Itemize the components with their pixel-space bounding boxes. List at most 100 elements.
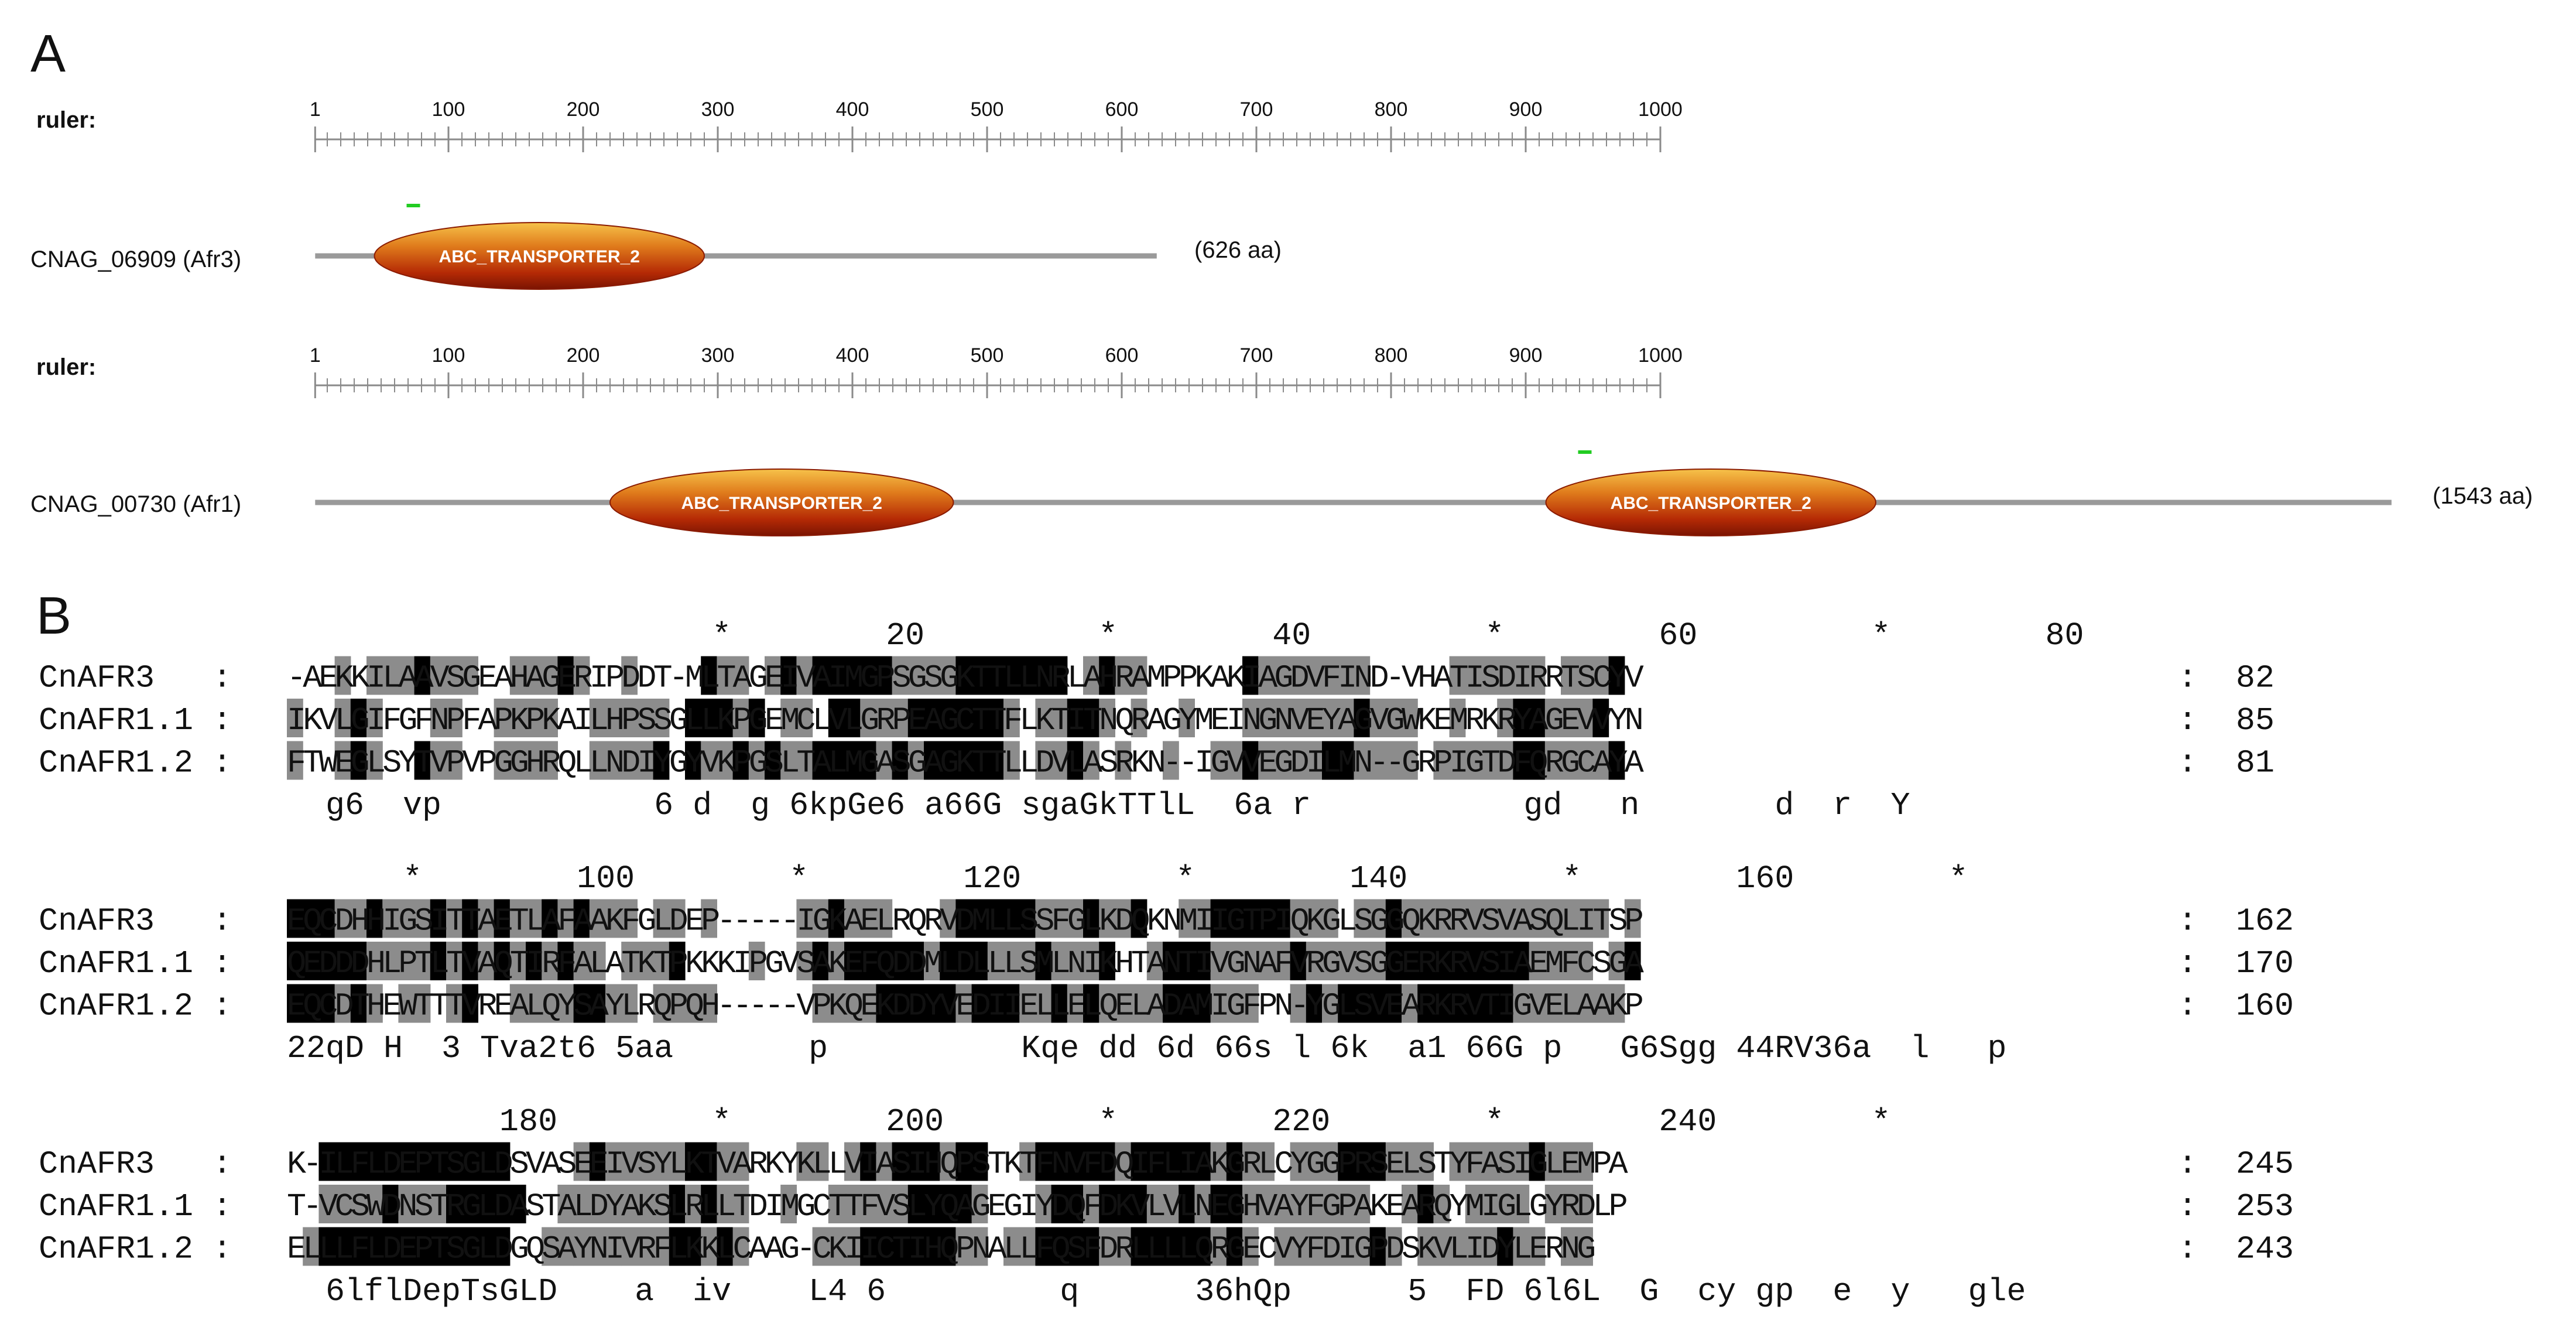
residue: Y xyxy=(1609,745,1628,782)
alignment-row: CnAFR1.1 : QEDDDHLPTLTVAQTIRFALATKTPKKKIP… xyxy=(39,942,2294,982)
residue: A xyxy=(1147,702,1166,739)
conservation-shade xyxy=(1417,899,1434,938)
conservation-shade xyxy=(350,741,367,780)
residue: I xyxy=(1306,745,1325,782)
residue: E xyxy=(335,745,354,782)
conservation-shade xyxy=(1577,656,1593,695)
residue: L xyxy=(988,945,1007,982)
conservation-shade xyxy=(907,699,924,737)
domain-label: ABC_TRANSPORTER_2 xyxy=(1611,494,1811,513)
residue: T xyxy=(446,945,465,982)
residue: S xyxy=(1354,945,1373,982)
residue: G xyxy=(749,660,768,697)
residue: M xyxy=(844,660,864,697)
residue: E xyxy=(494,903,513,940)
conservation-shade xyxy=(653,741,670,780)
conservation-shade xyxy=(334,984,351,1023)
residue: G xyxy=(1370,945,1389,982)
residue: M xyxy=(685,660,704,697)
residue: Q xyxy=(303,903,322,940)
residue: I xyxy=(1338,660,1357,697)
residue: I xyxy=(637,745,656,782)
conservation-shade xyxy=(1354,984,1371,1023)
conservation-shade xyxy=(366,899,383,938)
residue: K xyxy=(955,660,975,697)
conservation-shade xyxy=(1449,984,1466,1023)
conservation-shade xyxy=(940,1142,956,1181)
residue: I xyxy=(908,1146,927,1183)
conservation-shade xyxy=(366,942,383,980)
conservation-shade xyxy=(860,1142,876,1181)
conservation-shade xyxy=(1274,699,1291,737)
residue: E xyxy=(1402,945,1421,982)
conservation-shade xyxy=(765,656,781,695)
residue: R xyxy=(1529,660,1549,697)
residue: S xyxy=(796,945,816,982)
residue: T xyxy=(988,660,1007,697)
conservation-shade xyxy=(1481,741,1498,780)
residue: A xyxy=(1481,1146,1501,1183)
conservation-shade xyxy=(1354,741,1371,780)
residue: - xyxy=(749,903,768,940)
residue: P xyxy=(876,660,895,697)
residue: S xyxy=(1019,945,1039,982)
residue: E xyxy=(1433,702,1453,739)
residue: D xyxy=(335,988,354,1025)
residue: T xyxy=(446,903,465,940)
conservation-shade xyxy=(860,1185,876,1223)
residue: N xyxy=(1274,702,1293,739)
residue: P xyxy=(1592,1146,1612,1183)
conservation-shade xyxy=(669,942,686,980)
residue: K xyxy=(828,988,848,1025)
conservation-shade xyxy=(494,899,511,938)
sequence-end-position: : 82 xyxy=(2178,660,2274,697)
conservation-shade xyxy=(987,984,1004,1023)
residue: R xyxy=(1242,1146,1262,1183)
conservation-shade xyxy=(526,899,542,938)
conservation-shade xyxy=(1258,942,1275,980)
ruler-tick-label: 300 xyxy=(701,344,735,367)
conservation-shade xyxy=(876,984,893,1023)
conservation-shade xyxy=(509,656,526,695)
residue: A xyxy=(876,1146,895,1183)
residue: L xyxy=(1003,945,1023,982)
conservation-shade xyxy=(1322,741,1338,780)
residue: E xyxy=(1115,988,1134,1025)
conservation-shade xyxy=(621,1142,638,1181)
residue: S xyxy=(1035,903,1054,940)
residue: F xyxy=(1083,1146,1102,1183)
residue: R xyxy=(1131,702,1150,739)
conservation-shade xyxy=(605,741,622,780)
residue: M xyxy=(1577,1146,1596,1183)
conservation-shade xyxy=(812,741,829,780)
conservation-shade xyxy=(892,984,909,1023)
conservation-shade xyxy=(382,942,399,980)
conservation-shade xyxy=(509,942,526,980)
conservation-shade xyxy=(1290,942,1307,980)
residue: R xyxy=(478,988,497,1025)
conservation-shade xyxy=(844,984,861,1023)
conservation-shade xyxy=(350,942,367,980)
residue: A xyxy=(605,945,625,982)
conservation-shade xyxy=(1163,942,1179,980)
residue: S xyxy=(510,1146,529,1183)
conservation-shade xyxy=(478,942,495,980)
conservation-shade xyxy=(892,1185,909,1223)
conservation-shade xyxy=(1226,984,1243,1023)
conservation-shade xyxy=(1544,942,1561,980)
domain-group: ABC_TRANSPORTER_2 xyxy=(374,204,705,290)
alignment-row: CnAFR3 : K-ILFLDEPTSGLDSVASEEIVSYLKTVARKY… xyxy=(39,1142,2294,1183)
ruler-tick-label: 100 xyxy=(432,98,465,121)
residue: - xyxy=(717,903,736,940)
conservation-shade xyxy=(1035,984,1052,1023)
conservation-shade xyxy=(589,984,606,1023)
residue: I xyxy=(1513,1146,1532,1183)
conservation-shade xyxy=(669,1142,686,1181)
residue: C xyxy=(1592,660,1612,697)
conservation-shade xyxy=(685,699,701,737)
alignment-row: CnAFR1.2 : FTWEGLSYTVPVPGGHRQLLNDIYGYVKPG… xyxy=(39,741,2274,782)
conservation-shade xyxy=(732,699,749,737)
conservation-shade xyxy=(1306,699,1323,737)
residue: N xyxy=(1242,945,1262,982)
conservation-shade xyxy=(542,741,558,780)
